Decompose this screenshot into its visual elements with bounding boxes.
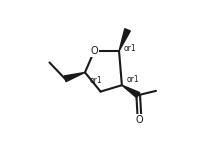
Text: or1: or1	[123, 44, 136, 53]
Text: O: O	[136, 115, 143, 125]
Polygon shape	[64, 72, 85, 82]
Text: or1: or1	[126, 75, 139, 84]
Polygon shape	[122, 85, 140, 98]
Text: O: O	[90, 46, 98, 56]
Text: or1: or1	[89, 76, 102, 85]
Polygon shape	[119, 29, 130, 51]
